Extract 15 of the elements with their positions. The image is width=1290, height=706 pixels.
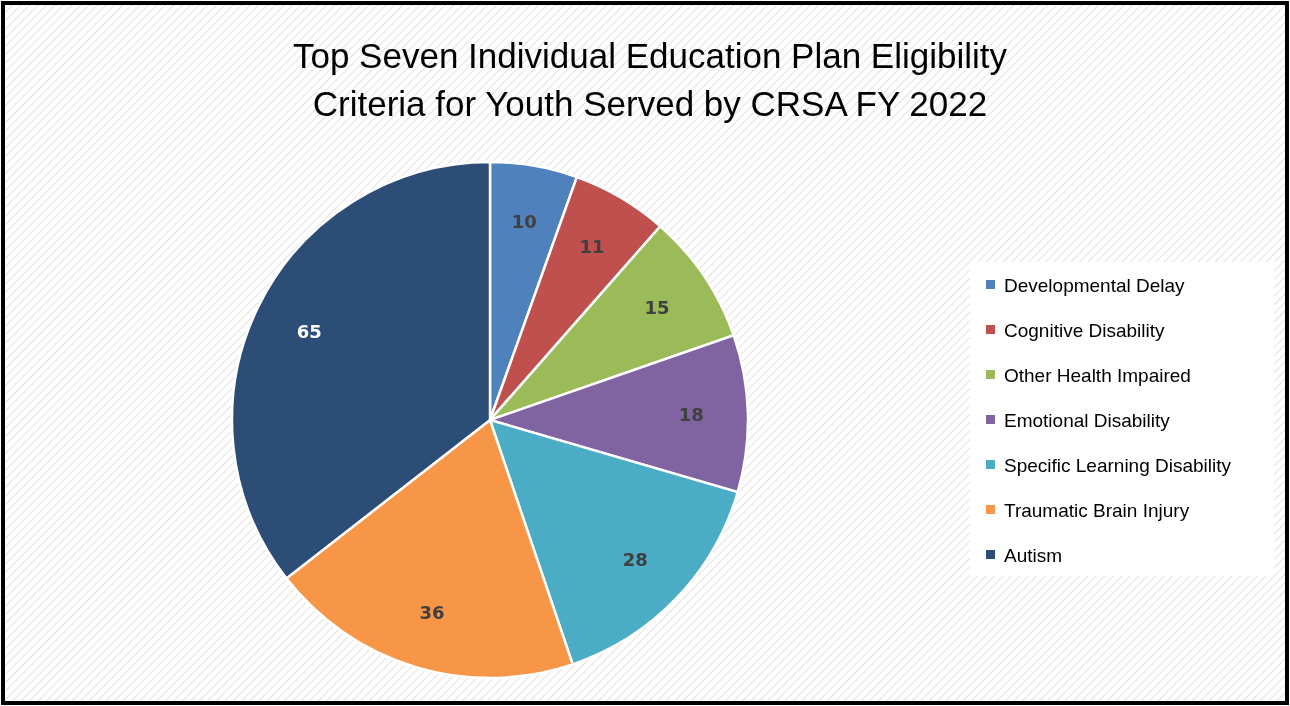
legend-label: Developmental Delay [1004,274,1186,296]
legend-label: Cognitive Disability [1004,319,1166,341]
data-label: 28 [622,548,648,570]
legend-label: Emotional Disability [1004,409,1171,431]
legend-label: Other Health Impaired [1004,364,1191,386]
legend-label: Autism [1004,544,1063,566]
data-label: 18 [678,404,704,426]
data-label: 10 [511,211,537,233]
data-label: 11 [579,235,605,257]
data-label: 36 [419,602,445,624]
legend-label: Specific Learning Disability [1004,454,1232,476]
chart-title: Top Seven Individual Education Plan Eligibility Criteria for Youth Served by CRSA FY 2022 [292,36,1008,123]
data-label: 15 [644,296,670,318]
data-label: 65 [296,320,322,342]
legend-label: Traumatic Brain Injury [1004,499,1190,521]
